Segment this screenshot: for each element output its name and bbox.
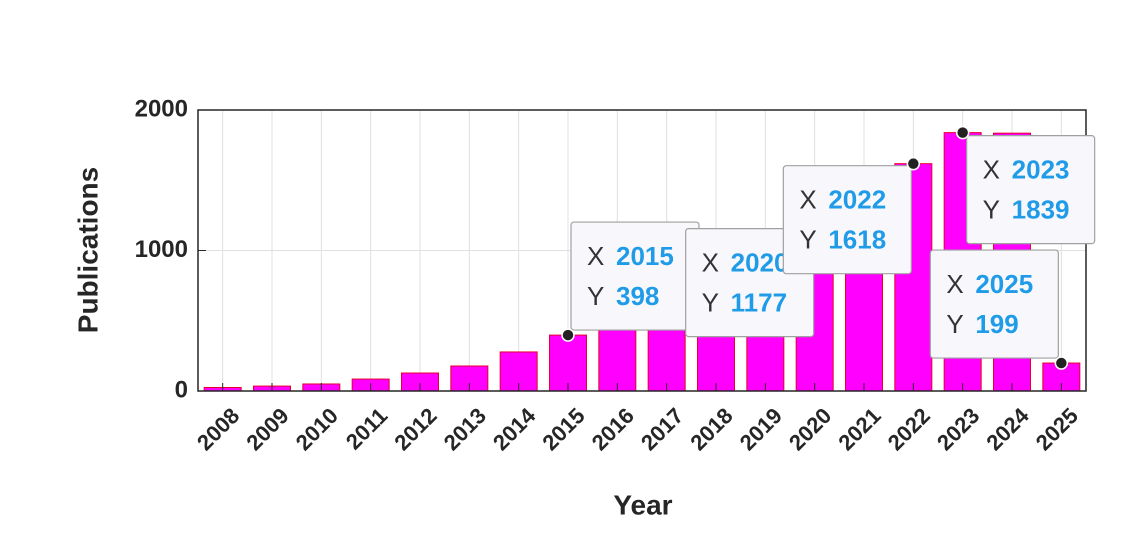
datatip-x-value: 2022 [828,185,886,215]
datatip-y-value: 1177 [731,288,787,318]
y-tick-label: 2000 [135,95,188,122]
datatip-y-key: Y [799,225,816,255]
bar [499,351,538,392]
datatip-marker [906,156,921,171]
x-tick-label: 2021 [833,403,885,455]
datatip-x-value: 2015 [616,241,674,271]
datatip-y-value: 398 [616,281,659,311]
y-tick-label: 0 [175,376,188,403]
x-axis-label: Year [613,489,672,520]
x-tick-label: 2012 [389,403,441,455]
datatip-y-key: Y [702,288,719,318]
x-tick-label: 2013 [439,403,491,455]
x-tick-label: 2017 [636,403,688,455]
x-tick-label: 2025 [1031,403,1083,455]
x-tick-label: 2011 [341,403,392,454]
datatip-x-value: 2023 [1012,154,1070,184]
datatip-marker [1054,356,1069,370]
y-tick-label: 1000 [135,236,188,263]
datatip-y-key: Y [983,194,1000,224]
x-tick-label: 2009 [241,403,293,455]
bar [549,334,587,392]
x-tick-label: 2010 [291,403,343,455]
datatip-box [570,221,700,331]
datatip-y-value: 1839 [1012,194,1070,224]
datatip-x-value: 2025 [975,269,1033,299]
datatip-x-key: X [799,185,816,215]
x-tick-label: 2015 [537,403,589,455]
datatip-box [929,249,1059,359]
datatip-y-key: Y [587,281,604,311]
x-tick-label: 2018 [685,403,737,455]
datatip-y-value: 1618 [828,225,886,255]
x-tick-label: 2019 [735,403,787,455]
x-tick-label: 2024 [981,402,1034,455]
datatip-x-key: X [983,154,1000,184]
datatip-box [966,135,1096,245]
datatip-box [685,228,815,338]
datatip-x-value: 2020 [731,248,789,278]
datatip-marker [561,328,575,342]
x-tick-label: 2020 [784,403,836,455]
x-tick-label: 2016 [587,403,639,455]
y-axis-label: Publications [72,167,103,333]
datatip-marker [955,125,970,140]
datatip-x-key: X [587,241,604,271]
x-tick-label: 2023 [932,403,984,455]
x-tick-label: 2008 [192,403,244,455]
x-tick-label: 2022 [883,403,935,455]
axes-box [197,109,1087,392]
datatip-box [782,165,912,275]
datatip-x-key: X [702,248,719,278]
datatip-y-value: 199 [975,309,1018,339]
datatip-x-key: X [946,269,963,299]
x-tick-label: 2014 [488,402,541,455]
datatip-y-key: Y [946,309,963,339]
